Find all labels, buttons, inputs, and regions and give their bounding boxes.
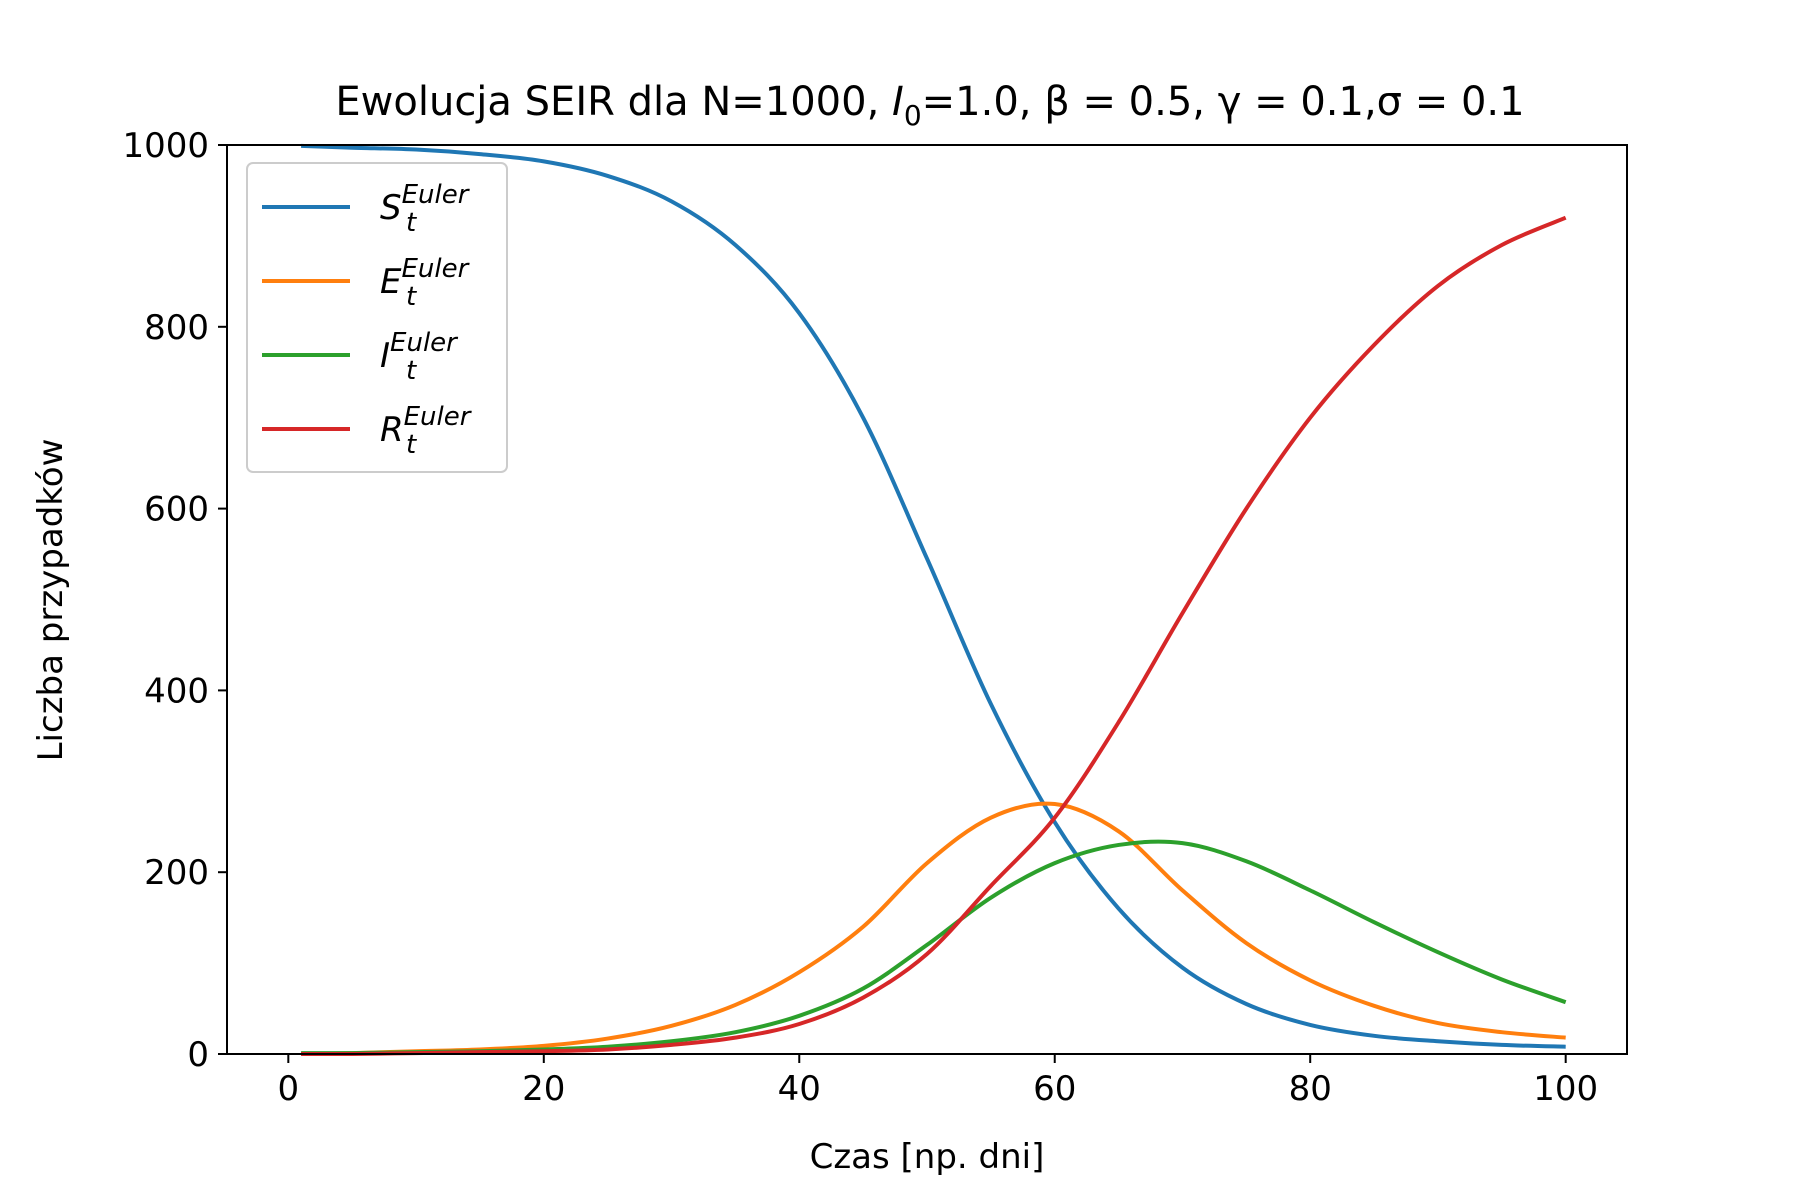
- legend-label-sub-exposed: t: [406, 282, 417, 312]
- x-tick-label: 100: [1533, 1069, 1598, 1109]
- series-line-susceptible: [301, 143, 1566, 1049]
- series-line-recovered: [301, 215, 1567, 1057]
- legend-label-susceptible: SEuler: [380, 180, 471, 228]
- series-lines: [301, 143, 1567, 1057]
- plot-frame: [226, 144, 1628, 1055]
- legend-label-sub-recovered: t: [406, 430, 417, 460]
- legend-label-recovered: REuler: [380, 402, 473, 450]
- y-tick-label: 800: [144, 308, 209, 348]
- legend-label-sub-susceptible: t: [406, 208, 417, 238]
- legend-box: [246, 162, 508, 473]
- chart-title: Ewolucja SEIR dla N=1000, I0=1.0, β = 0.…: [335, 79, 1524, 132]
- x-tick-label: 20: [522, 1069, 565, 1109]
- x-tick-label: 0: [277, 1069, 299, 1109]
- y-tick-label: 400: [144, 671, 209, 711]
- y-tick-label: 1000: [122, 126, 209, 166]
- y-axis-label: Liczba przypadków: [31, 439, 71, 762]
- series-line-exposed: [301, 801, 1566, 1056]
- y-tick-label: 200: [144, 853, 209, 893]
- x-tick-label: 40: [778, 1069, 821, 1109]
- legend-label-sub-infected: t: [406, 356, 417, 386]
- legend-label-exposed: EEuler: [380, 254, 471, 302]
- x-axis-label: Czas [np. dni]: [810, 1137, 1045, 1177]
- x-tick-label: 80: [1289, 1069, 1332, 1109]
- y-tick-label: 600: [144, 490, 209, 530]
- y-tick-label: 0: [187, 1035, 209, 1075]
- legend-label-infected: IEuler: [380, 328, 459, 376]
- x-tick-label: 60: [1033, 1069, 1076, 1109]
